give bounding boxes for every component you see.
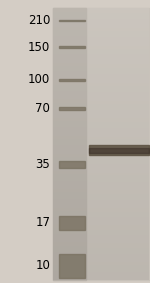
Bar (53, 8, 86, 280)
Bar (88, 145, 148, 155)
Bar (59, 161, 85, 168)
Bar (59, 216, 85, 230)
Bar (59, 20, 85, 21)
Text: 210: 210 (28, 14, 50, 27)
Bar (88, 148, 148, 153)
Bar (59, 107, 85, 110)
Bar (59, 46, 85, 48)
Text: 35: 35 (36, 158, 50, 171)
Text: 10: 10 (35, 259, 50, 272)
Bar (59, 79, 85, 81)
Text: 100: 100 (28, 73, 50, 86)
Text: 70: 70 (35, 102, 50, 115)
Bar (59, 254, 85, 278)
Text: 17: 17 (35, 216, 50, 229)
Bar (53, 8, 149, 280)
Text: 150: 150 (28, 41, 50, 54)
